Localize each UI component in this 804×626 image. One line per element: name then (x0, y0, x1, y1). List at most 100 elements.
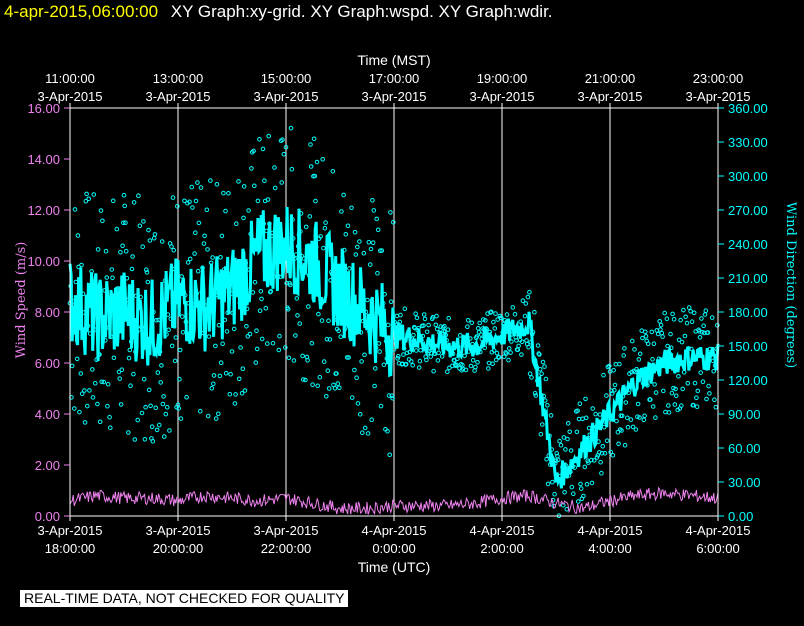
wind-direction-point (694, 395, 699, 401)
wind-direction-point (491, 319, 496, 325)
wind-direction-point (694, 404, 700, 410)
wind-direction-point (410, 363, 416, 368)
right-tick-label: 120.00 (728, 373, 768, 388)
wind-direction-point (401, 352, 406, 357)
wind-direction-point (621, 353, 627, 358)
wind-direction-point (416, 365, 422, 370)
top-axis: 11:00:00 3-Apr-2015 13:00:00 3-Apr-2015 15:0… (37, 71, 751, 108)
wind-direction-point (689, 346, 694, 352)
wind-direction-point (519, 352, 524, 357)
left-tick-label: 4.00 (35, 407, 60, 422)
wind-direction-point (637, 351, 643, 357)
wind-direction-point (148, 403, 153, 409)
wind-direction-point (477, 320, 483, 326)
wind-direction-point (155, 370, 161, 375)
wind-direction-point (144, 270, 150, 275)
wind-direction-point (704, 396, 709, 402)
wind-direction-point (446, 315, 452, 321)
wind-direction-point (589, 480, 595, 486)
wind-direction-point (365, 297, 370, 303)
wind-direction-point (91, 192, 97, 197)
wind-direction-point (402, 306, 408, 312)
wind-direction-point (504, 312, 510, 317)
wind-direction-point (355, 244, 360, 250)
wind-direction-point (662, 310, 668, 316)
right-tick-label: 300.00 (728, 169, 768, 184)
wind-direction-point (279, 180, 285, 185)
wind-direction-point (359, 359, 364, 364)
wind-direction-point (377, 349, 382, 354)
wind-direction-point (177, 376, 182, 382)
wind-direction-point (284, 280, 290, 286)
wind-direction-point (486, 360, 492, 366)
wind-direction-point (387, 452, 393, 458)
top-tick-date: 3-Apr-2015 (685, 89, 750, 104)
wind-direction-point (141, 219, 146, 224)
top-tick-time: 17:00:00 (369, 71, 420, 86)
wind-direction-point (501, 354, 507, 360)
top-tick-date: 3-Apr-2015 (469, 89, 534, 104)
wind-direction-point (625, 415, 630, 421)
wind-direction-point (673, 393, 679, 399)
wind-direction-point (259, 336, 265, 342)
wind-direction-point (625, 424, 631, 430)
wind-direction-point (119, 367, 125, 373)
right-tick-label: 60.00 (728, 441, 761, 456)
wind-direction-point (632, 347, 637, 352)
wind-direction-point (445, 369, 450, 375)
quality-disclaimer: REAL-TIME DATA, NOT CHECKED FOR QUALITY (20, 590, 349, 607)
wind-direction-point (226, 191, 231, 196)
wind-direction-point (129, 266, 135, 272)
wind-direction-point (224, 329, 230, 334)
wind-direction-point (338, 334, 344, 340)
wind-direction-point (583, 415, 589, 421)
wind-direction-point (582, 464, 588, 470)
wind-direction-point (242, 388, 248, 393)
wind-direction-point (257, 137, 262, 142)
wind-direction-point (403, 361, 409, 367)
wind-direction-point (158, 380, 163, 385)
wind-direction-point (118, 249, 123, 255)
wind-direction-point (695, 388, 701, 394)
left-axis-label: Wind Speed (m/s) (14, 242, 29, 359)
wind-direction-point (679, 403, 684, 408)
wind-direction-point (139, 410, 145, 416)
wind-direction-point (411, 332, 416, 338)
wind-direction-point (314, 159, 320, 165)
wind-direction-point (152, 232, 158, 237)
wind-direction-point (193, 230, 198, 235)
wind-direction-point (126, 430, 131, 435)
wind-direction-point (368, 246, 374, 252)
wind-direction-point (366, 239, 372, 245)
graph-header: 4-apr-2015,06:00:00 XY Graph:xy-grid. XY… (4, 2, 553, 22)
left-axis: 0.00 2.00 4.00 6.00 8.00 10.00 12.00 14.00 16.00 (27, 101, 70, 524)
wind-direction-point (324, 336, 330, 342)
wind-direction-point (436, 350, 441, 356)
wind-direction-point (83, 198, 89, 204)
wind-direction-point (658, 322, 664, 328)
wind-direction-point (370, 240, 376, 245)
bottom-tick-time: 20:00:00 (153, 541, 204, 556)
wind-direction-point (519, 339, 525, 345)
wind-direction-point (561, 435, 567, 440)
wind-direction-point (216, 322, 222, 328)
wind-direction-point (177, 347, 183, 353)
wind-direction-point (370, 198, 375, 203)
wind-direction-point (692, 380, 698, 386)
wind-direction-point (321, 245, 326, 251)
wind-direction-point (613, 362, 619, 367)
wind-direction-point (326, 318, 331, 324)
wind-direction-point (684, 320, 690, 326)
wind-direction-point (598, 459, 603, 465)
wind-direction-point (86, 196, 91, 202)
wind-direction-point (166, 327, 171, 333)
wind-direction-point (682, 333, 688, 339)
wind-direction-point (234, 221, 239, 226)
wind-direction-point (123, 248, 129, 254)
wind-direction-point (252, 183, 257, 189)
wind-direction-point (672, 402, 678, 407)
wind-direction-point (431, 368, 436, 374)
wind-direction-point (195, 268, 201, 274)
wind-direction-point (552, 491, 557, 497)
wind-direction-point (385, 322, 391, 328)
